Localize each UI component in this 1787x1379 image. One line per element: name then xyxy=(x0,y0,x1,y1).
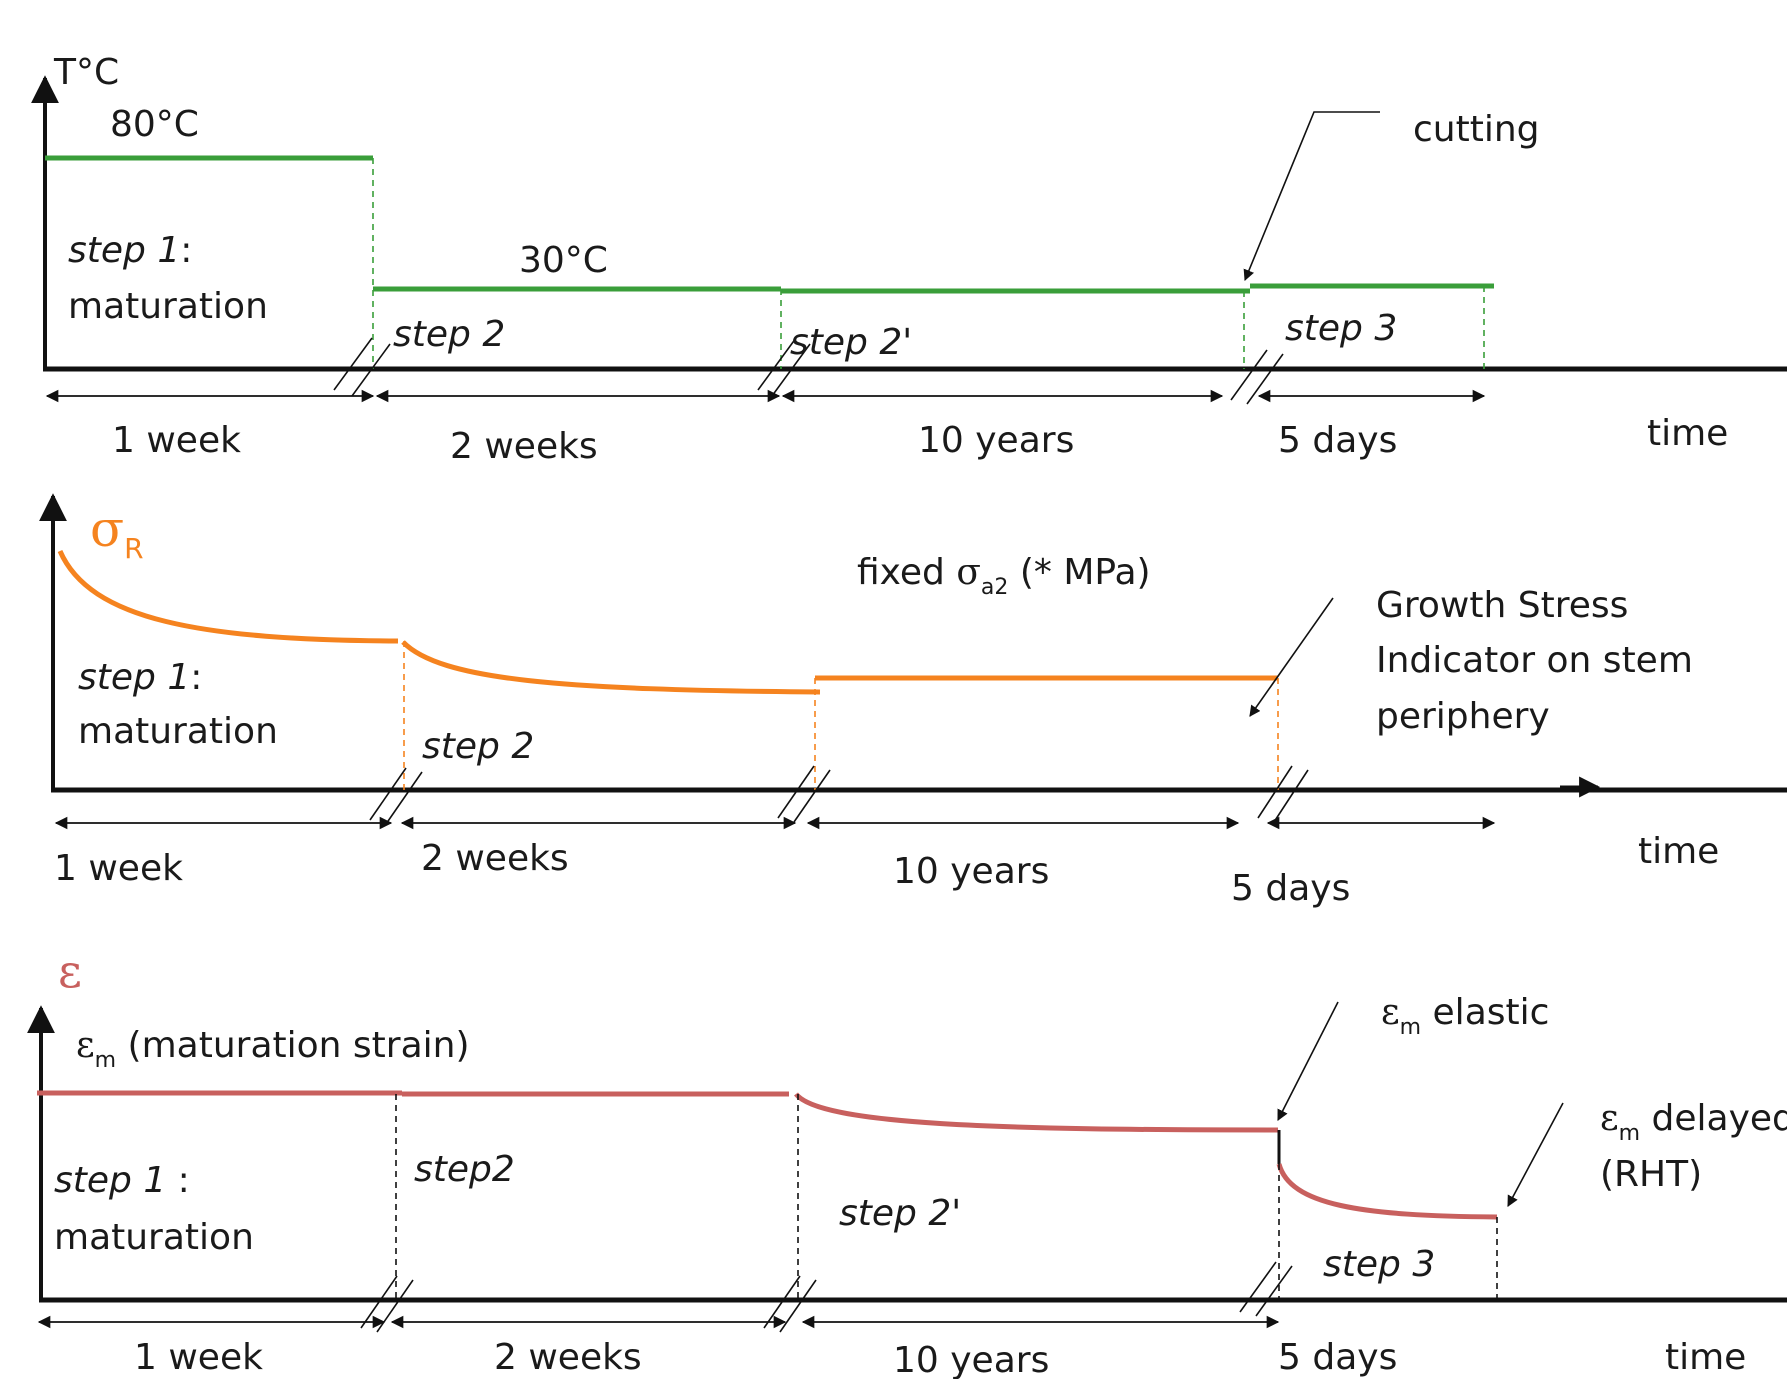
temperature-80-label: 80°C xyxy=(110,104,199,145)
growth-stress-indicator-line-2: Indicator on stem xyxy=(1376,640,1693,681)
stress-time-label: time xyxy=(1638,831,1719,872)
strain-duration-10-years: 10 years xyxy=(893,1340,1049,1379)
cutting-pointer xyxy=(1243,111,1380,282)
temperature-step2-label: step 2 xyxy=(393,314,505,355)
strain-curve-step3 xyxy=(1276,1163,1498,1220)
stress-step1-label: step 1: xyxy=(78,657,202,698)
stress-curve-step1 xyxy=(57,550,399,644)
strain-step1-label: step 1 : xyxy=(54,1160,190,1201)
elastic-strain-label: εm elastic xyxy=(1381,992,1549,1040)
stress-curve-step2 xyxy=(401,640,821,695)
temperature-duration-1-week: 1 week xyxy=(112,420,241,461)
strain-time-label: time xyxy=(1665,1337,1746,1378)
temperature-time-label: time xyxy=(1647,413,1728,454)
temperature-duration-5-days: 5 days xyxy=(1278,420,1397,461)
strain-duration-5-days: 5 days xyxy=(1278,1337,1397,1378)
stress-panel: σR fixed σa2 (* MPa) step 1: maturation … xyxy=(39,493,1787,909)
temperature-duration-2-weeks: 2 weeks xyxy=(450,426,598,467)
temperature-step2prime-label: step 2' xyxy=(790,322,912,363)
delayed-strain-pointer xyxy=(1507,1102,1564,1207)
temperature-panel: T°C 80°C 30°C step 1: maturation step 2 … xyxy=(31,52,1787,467)
strain-duration-1-week: 1 week xyxy=(134,1337,263,1378)
stress-axis-label: σR xyxy=(90,500,144,565)
temperature-axis-label: T°C xyxy=(53,52,119,93)
temperature-step1-label: step 1: xyxy=(68,230,192,271)
cutting-label: cutting xyxy=(1413,109,1540,150)
strain-panel: ε εm (maturation strain) εm elastic εm d… xyxy=(27,944,1787,1379)
stress-dashed-guides xyxy=(403,641,1279,790)
strain-step3-label: step 3 xyxy=(1323,1244,1435,1285)
temperature-30-label: 30°C xyxy=(519,240,608,281)
maturation-strain-label: εm (maturation strain) xyxy=(76,1025,470,1073)
strain-curve-step2prime xyxy=(794,1092,1279,1133)
stress-duration-5-days: 5 days xyxy=(1231,868,1350,909)
growth-stress-indicator-line-1: Growth Stress xyxy=(1376,585,1628,626)
strain-step2-label: step2 xyxy=(414,1149,515,1190)
delayed-strain-label: εm delayed xyxy=(1600,1098,1787,1146)
stress-step2-label: step 2 xyxy=(422,726,534,767)
strain-dashed-guides xyxy=(395,1094,1498,1300)
elastic-strain-pointer xyxy=(1277,1001,1339,1121)
temperature-dashed-guides xyxy=(372,158,1485,369)
stress-duration-2-weeks: 2 weeks xyxy=(421,838,569,879)
growth-stress-indicator-line-3: periphery xyxy=(1376,696,1550,737)
strain-step2prime-label: step 2' xyxy=(839,1193,961,1234)
stress-step1-name: maturation xyxy=(78,711,278,752)
delayed-strain-rht-label: (RHT) xyxy=(1600,1154,1702,1195)
temperature-step1-name: maturation xyxy=(68,286,268,327)
strain-axis-label: ε xyxy=(58,944,82,998)
strain-step1-name: maturation xyxy=(54,1217,254,1258)
stress-duration-10-years: 10 years xyxy=(893,851,1049,892)
stress-duration-1-week: 1 week xyxy=(54,848,183,889)
strain-duration-2-weeks: 2 weeks xyxy=(494,1337,642,1378)
stress-fixed-label: fixed σa2 (* MPa) xyxy=(857,552,1151,600)
temperature-duration-10-years: 10 years xyxy=(918,420,1074,461)
temperature-step3-label: step 3 xyxy=(1285,308,1397,349)
stress-break-marks xyxy=(369,765,1309,825)
temperature-break-marks xyxy=(333,337,1284,405)
growth-stress-indicator-pointer xyxy=(1249,597,1334,717)
